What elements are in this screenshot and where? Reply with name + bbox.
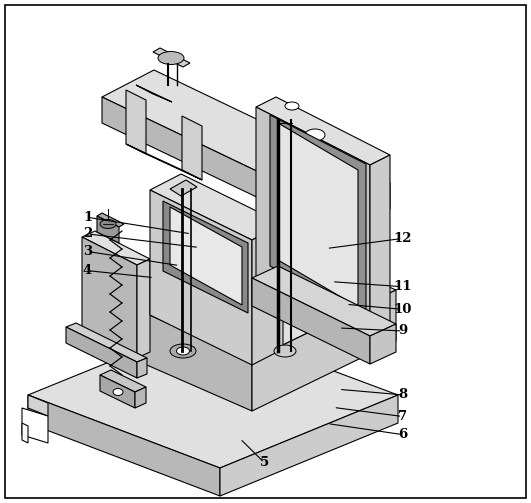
- Polygon shape: [163, 201, 248, 313]
- Ellipse shape: [319, 188, 337, 199]
- Text: 2: 2: [83, 227, 92, 240]
- Ellipse shape: [273, 101, 287, 109]
- Polygon shape: [100, 370, 146, 392]
- Ellipse shape: [278, 119, 292, 127]
- Polygon shape: [82, 231, 150, 265]
- Ellipse shape: [305, 129, 325, 141]
- Text: 8: 8: [398, 388, 407, 401]
- Ellipse shape: [158, 51, 184, 64]
- Polygon shape: [150, 174, 283, 240]
- Polygon shape: [150, 190, 252, 365]
- Polygon shape: [170, 207, 242, 305]
- Ellipse shape: [290, 300, 306, 310]
- Polygon shape: [278, 123, 358, 307]
- Polygon shape: [270, 115, 366, 315]
- Ellipse shape: [274, 345, 296, 357]
- Text: 6: 6: [398, 428, 407, 441]
- Polygon shape: [252, 290, 396, 411]
- Text: 10: 10: [393, 303, 412, 316]
- Text: 1: 1: [83, 211, 92, 224]
- Ellipse shape: [100, 219, 116, 228]
- Polygon shape: [66, 323, 147, 362]
- Polygon shape: [135, 387, 146, 408]
- Ellipse shape: [201, 227, 219, 238]
- Polygon shape: [102, 70, 390, 210]
- Polygon shape: [126, 90, 146, 154]
- Polygon shape: [22, 408, 48, 443]
- Ellipse shape: [206, 303, 224, 313]
- Text: 3: 3: [83, 245, 92, 258]
- Ellipse shape: [113, 388, 123, 395]
- Polygon shape: [266, 115, 303, 135]
- Polygon shape: [28, 323, 398, 468]
- Polygon shape: [92, 290, 252, 411]
- Text: 4: 4: [83, 264, 92, 277]
- Polygon shape: [338, 183, 390, 236]
- Polygon shape: [22, 423, 28, 443]
- Polygon shape: [252, 224, 283, 365]
- Ellipse shape: [285, 102, 299, 110]
- Polygon shape: [137, 358, 147, 378]
- Polygon shape: [136, 85, 172, 102]
- Text: 9: 9: [398, 324, 407, 338]
- Polygon shape: [28, 395, 48, 416]
- Polygon shape: [97, 213, 124, 227]
- Polygon shape: [82, 237, 137, 358]
- Polygon shape: [126, 144, 202, 180]
- Polygon shape: [92, 220, 396, 360]
- Polygon shape: [220, 395, 398, 496]
- Polygon shape: [102, 97, 338, 236]
- Polygon shape: [153, 48, 190, 67]
- Polygon shape: [170, 180, 197, 196]
- Polygon shape: [182, 116, 202, 180]
- Polygon shape: [370, 324, 396, 364]
- Polygon shape: [66, 327, 137, 378]
- Ellipse shape: [170, 344, 196, 358]
- Ellipse shape: [176, 347, 190, 355]
- Ellipse shape: [271, 116, 299, 130]
- Polygon shape: [252, 278, 370, 364]
- Polygon shape: [256, 107, 370, 353]
- Text: 7: 7: [398, 410, 407, 423]
- Polygon shape: [28, 395, 220, 496]
- Text: 12: 12: [393, 232, 412, 245]
- Ellipse shape: [190, 275, 210, 287]
- Text: 11: 11: [393, 280, 412, 293]
- Polygon shape: [100, 375, 135, 408]
- Text: 5: 5: [260, 456, 269, 469]
- Polygon shape: [252, 266, 396, 336]
- Polygon shape: [137, 259, 150, 358]
- Polygon shape: [97, 216, 119, 243]
- Polygon shape: [256, 97, 390, 165]
- Polygon shape: [370, 155, 390, 353]
